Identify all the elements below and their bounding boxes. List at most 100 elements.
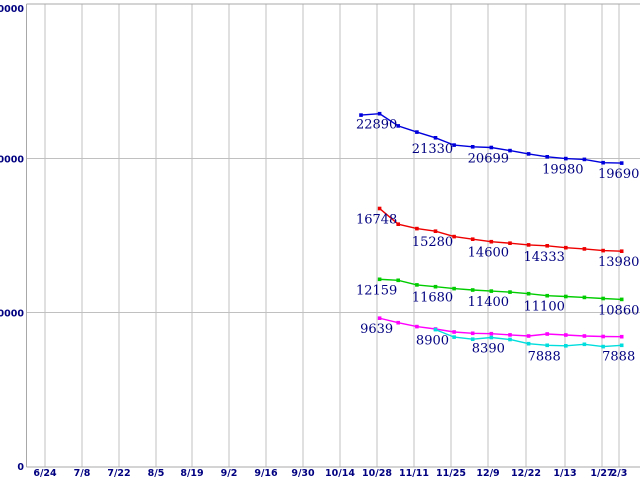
red-series-point-marker [433, 229, 438, 233]
magenta-series-point-marker [470, 331, 475, 336]
green-series-point-marker [619, 297, 624, 302]
x-tick-label: 7/8 [74, 468, 91, 479]
cyan-series-point-marker [489, 335, 494, 340]
green-series-point-marker [489, 289, 494, 293]
red-series-value-label: 13980 [598, 255, 639, 270]
green-series-line [379, 278, 622, 301]
blue-series-point-marker [489, 145, 494, 150]
cyan-series-point-marker [508, 337, 512, 342]
y-tick-label: 0 [17, 462, 24, 473]
y-tick-label: 10000 [0, 309, 24, 320]
magenta-series-point-marker [415, 324, 419, 329]
magenta-series-point-marker [619, 334, 624, 339]
green-series-point-marker [508, 290, 512, 294]
cyan-series-point-marker [601, 344, 605, 349]
blue-series-value-label: 22890 [356, 118, 397, 133]
cyan-series-value-label: 7888 [528, 349, 561, 364]
green-series-point-marker [601, 296, 605, 301]
blue-series-point-marker [433, 136, 438, 140]
magenta-series-point-marker [601, 334, 605, 339]
magenta-series-line [379, 317, 622, 338]
y-tick-label: 30000 [0, 4, 24, 15]
red-series-value-label: 16748 [356, 213, 397, 228]
red-series-point-marker [601, 248, 605, 253]
magenta-series-value-label: 9639 [360, 322, 393, 337]
cyan-series-point-marker [433, 327, 438, 332]
green-series-value-label: 11100 [524, 300, 565, 315]
cyan-series-value-label: 7888 [602, 349, 635, 364]
red-series-point-marker [526, 243, 531, 247]
red-series-point-marker [396, 222, 400, 226]
x-tick-label: 8/19 [180, 468, 203, 479]
x-tick-label: 10/14 [325, 468, 355, 479]
blue-series-value-label: 20699 [468, 152, 509, 167]
red-series-point-marker [452, 234, 456, 239]
blue-series-point-marker [377, 111, 382, 116]
green-series-value-label: 11400 [468, 295, 509, 310]
cyan-series-point-marker [564, 344, 568, 348]
blue-series-point-marker [582, 157, 587, 162]
y-tick-label: 20000 [0, 154, 24, 165]
red-series-point-marker [489, 239, 494, 244]
cyan-series-point-marker [452, 335, 456, 339]
magenta-series-point-marker [564, 333, 568, 337]
blue-series-point-marker [564, 156, 568, 161]
green-series-point-marker [582, 295, 587, 300]
magenta-series-point-marker [489, 331, 494, 336]
x-tick-label: 2/3 [611, 468, 628, 479]
x-tick-label: 9/30 [291, 468, 315, 479]
x-tick-label: 11/25 [436, 468, 466, 479]
green-series-point-marker [415, 283, 419, 287]
cyan-series-point-marker [470, 337, 475, 341]
blue-series-value-label: 21330 [412, 142, 453, 157]
green-series-point-marker [564, 294, 568, 299]
green-series-value-label: 10860 [598, 303, 639, 318]
cyan-series-point-marker [619, 343, 624, 348]
x-tick-label: 12/22 [511, 468, 541, 479]
x-tick-label: 8/5 [148, 468, 165, 479]
red-series-point-marker [470, 237, 475, 241]
x-tick-label: 1/27 [590, 468, 613, 479]
blue-series-point-marker [470, 145, 475, 149]
blue-series-point-marker [526, 152, 531, 156]
x-tick-label: 9/16 [254, 468, 278, 479]
x-tick-label: 1/13 [553, 468, 576, 479]
x-tick-label: 11/11 [399, 468, 429, 479]
magenta-series-point-marker [452, 330, 456, 334]
x-tick-label: 9/2 [221, 468, 238, 479]
blue-series-point-marker [508, 148, 512, 153]
cyan-series-point-marker [526, 341, 531, 346]
cyan-series-point-marker [545, 343, 549, 348]
x-tick-label: 7/22 [107, 468, 130, 479]
x-tick-label: 12/9 [476, 468, 499, 479]
green-series-value-label: 12159 [356, 283, 397, 298]
green-series-point-marker [526, 291, 531, 296]
red-series-value-label: 15280 [412, 235, 453, 250]
cyan-series-value-label: 8900 [416, 334, 449, 349]
magenta-series-point-marker [377, 316, 382, 320]
x-tick-label: 6/24 [33, 468, 57, 479]
green-series-point-marker [396, 278, 400, 283]
blue-series-point-marker [359, 113, 363, 117]
red-series-point-marker [582, 247, 587, 251]
x-tick-label: 10/28 [362, 468, 392, 479]
blue-series-point-marker [452, 143, 456, 147]
red-series-point-marker [564, 245, 568, 250]
magenta-series-point-marker [526, 334, 531, 338]
blue-series-point-marker [415, 130, 419, 134]
red-series-point-marker [415, 226, 419, 231]
magenta-series-point-marker [582, 334, 587, 338]
blue-series-point-marker [396, 124, 400, 128]
red-series-point-marker [545, 244, 549, 248]
red-series-point-marker [377, 206, 382, 211]
green-series-point-marker [377, 277, 382, 282]
green-series-value-label: 11680 [412, 291, 453, 306]
blue-series-point-marker [619, 161, 624, 165]
magenta-series-point-marker [396, 320, 400, 325]
green-series-point-marker [545, 293, 549, 298]
red-series-point-marker [508, 241, 512, 245]
blue-series-value-label: 19980 [542, 163, 583, 178]
cyan-series-value-label: 8390 [472, 342, 505, 357]
